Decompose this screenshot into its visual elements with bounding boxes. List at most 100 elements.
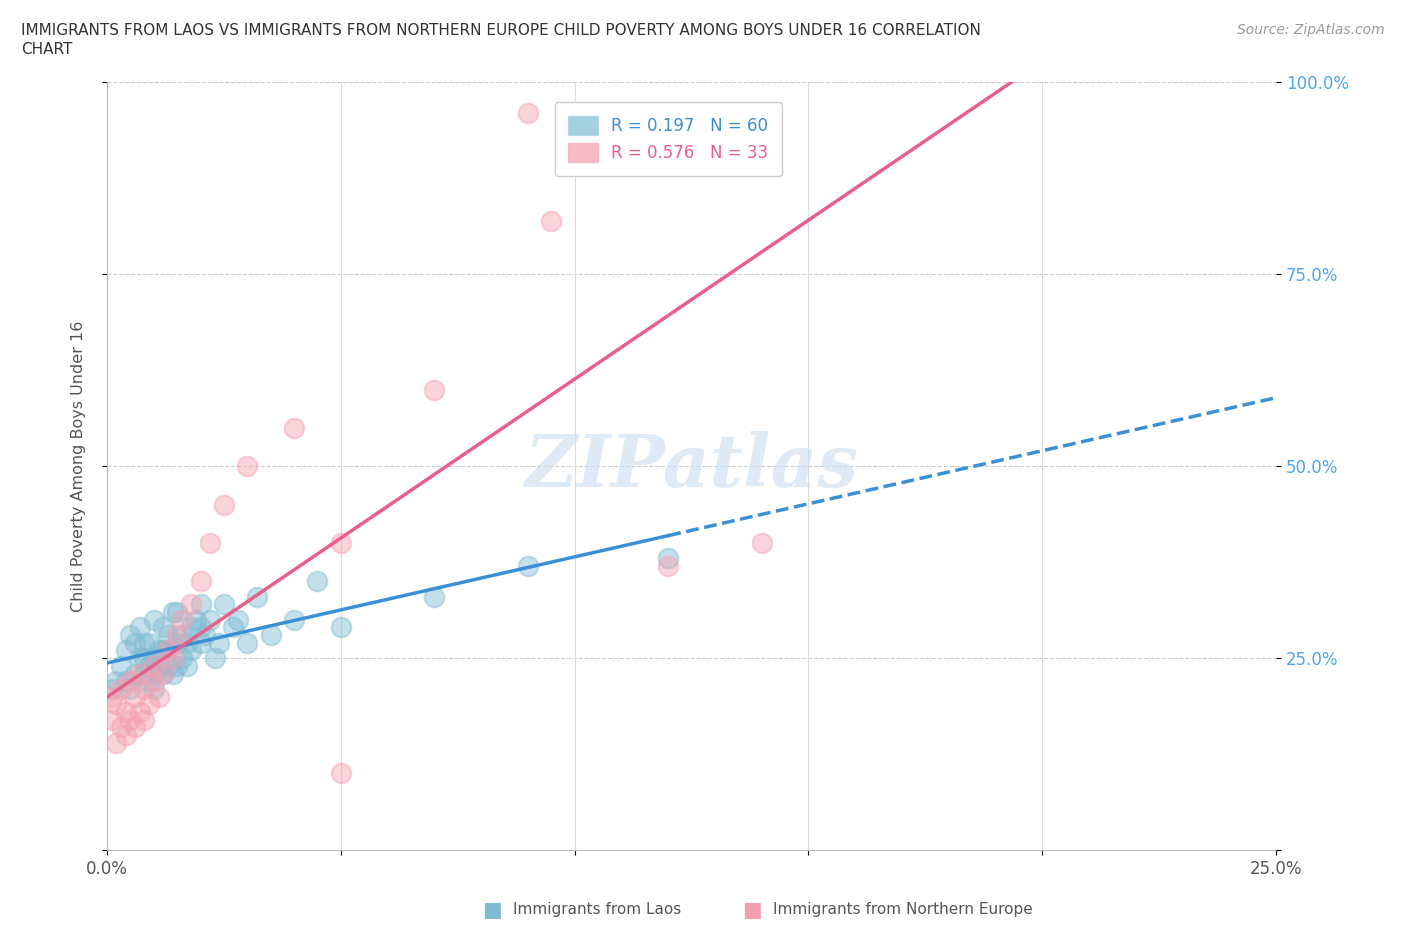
Point	[260, 628, 283, 643]
Point	[162, 651, 184, 666]
Point	[170, 651, 193, 666]
Point	[114, 643, 136, 658]
Point	[142, 666, 165, 681]
Point	[208, 635, 231, 650]
Point	[657, 559, 679, 574]
Point	[124, 689, 146, 704]
Point	[423, 590, 446, 604]
Point	[156, 658, 179, 673]
Point	[120, 712, 142, 727]
Point	[110, 658, 132, 673]
Point	[156, 628, 179, 643]
Point	[176, 635, 198, 650]
Point	[307, 574, 329, 589]
Point	[329, 620, 352, 635]
Point	[124, 635, 146, 650]
Point	[110, 720, 132, 735]
Point	[226, 612, 249, 627]
Point	[152, 666, 174, 681]
Point	[134, 682, 156, 697]
Point	[134, 635, 156, 650]
Legend: R = 0.197   N = 60, R = 0.576   N = 33: R = 0.197 N = 60, R = 0.576 N = 33	[554, 102, 782, 176]
Point	[142, 651, 165, 666]
Point	[134, 712, 156, 727]
Point	[114, 673, 136, 688]
Point	[283, 420, 305, 435]
Point	[100, 682, 122, 697]
Point	[114, 704, 136, 719]
Point	[120, 628, 142, 643]
Text: ■: ■	[742, 899, 762, 920]
Point	[246, 590, 269, 604]
Point	[100, 689, 122, 704]
Point	[190, 635, 212, 650]
Point	[166, 604, 188, 619]
Point	[190, 620, 212, 635]
Point	[156, 643, 179, 658]
Point	[727, 113, 749, 128]
Point	[110, 682, 132, 697]
Text: CHART: CHART	[21, 42, 73, 57]
Point	[198, 536, 221, 551]
Point	[162, 604, 184, 619]
Text: ■: ■	[482, 899, 502, 920]
Text: Source: ZipAtlas.com: Source: ZipAtlas.com	[1237, 23, 1385, 37]
Point	[105, 736, 128, 751]
Point	[152, 620, 174, 635]
Point	[170, 628, 193, 643]
Point	[138, 635, 160, 650]
Point	[236, 635, 259, 650]
Point	[283, 612, 305, 627]
Point	[124, 720, 146, 735]
Point	[423, 382, 446, 397]
Point	[190, 597, 212, 612]
Point	[142, 658, 165, 673]
Point	[540, 213, 562, 228]
Point	[142, 673, 165, 688]
Point	[128, 651, 150, 666]
Text: IMMIGRANTS FROM LAOS VS IMMIGRANTS FROM NORTHERN EUROPE CHILD POVERTY AMONG BOYS: IMMIGRANTS FROM LAOS VS IMMIGRANTS FROM …	[21, 23, 981, 38]
Y-axis label: Child Poverty Among Boys Under 16: Child Poverty Among Boys Under 16	[72, 321, 86, 612]
Point	[236, 458, 259, 473]
Text: ZIPatlas: ZIPatlas	[524, 431, 859, 502]
Point	[138, 658, 160, 673]
Point	[180, 597, 202, 612]
Point	[142, 612, 165, 627]
Point	[152, 666, 174, 681]
Point	[212, 498, 235, 512]
Point	[142, 682, 165, 697]
Point	[180, 643, 202, 658]
Point	[156, 643, 179, 658]
Text: Immigrants from Northern Europe: Immigrants from Northern Europe	[773, 902, 1033, 917]
Point	[170, 612, 193, 627]
Point	[166, 628, 188, 643]
Point	[204, 651, 226, 666]
Point	[329, 536, 352, 551]
Point	[138, 673, 160, 688]
Point	[134, 651, 156, 666]
Point	[138, 697, 160, 711]
Point	[120, 673, 142, 688]
Point	[105, 673, 128, 688]
Point	[516, 559, 538, 574]
Point	[120, 682, 142, 697]
Point	[152, 643, 174, 658]
Point	[516, 106, 538, 121]
Point	[222, 620, 245, 635]
Point	[134, 666, 156, 681]
Text: Immigrants from Laos: Immigrants from Laos	[513, 902, 682, 917]
Point	[751, 536, 773, 551]
Point	[124, 666, 146, 681]
Point	[100, 712, 122, 727]
Point	[657, 551, 679, 565]
Point	[148, 689, 170, 704]
Point	[212, 597, 235, 612]
Point	[128, 704, 150, 719]
Point	[128, 620, 150, 635]
Point	[194, 628, 217, 643]
Point	[329, 766, 352, 781]
Point	[166, 658, 188, 673]
Point	[184, 612, 207, 627]
Point	[128, 666, 150, 681]
Point	[148, 643, 170, 658]
